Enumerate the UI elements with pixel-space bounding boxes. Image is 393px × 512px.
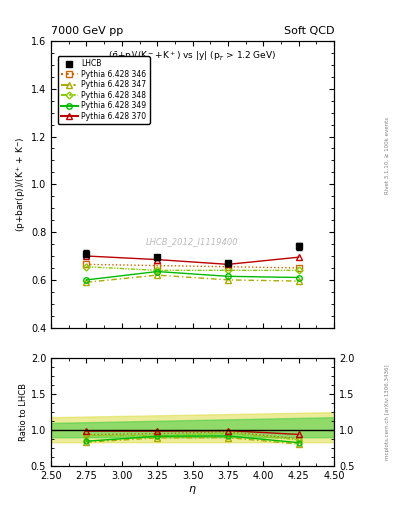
Text: mcplots.cern.ch [arXiv:1306.3436]: mcplots.cern.ch [arXiv:1306.3436] <box>385 365 389 460</box>
Legend: LHCB, Pythia 6.428 346, Pythia 6.428 347, Pythia 6.428 348, Pythia 6.428 349, Py: LHCB, Pythia 6.428 346, Pythia 6.428 347… <box>58 56 150 124</box>
Text: ($\bar{p}$+p)/(K$^-$+K$^+$) vs |y| (p$_{T}$ > 1.2 GeV): ($\bar{p}$+p)/(K$^-$+K$^+$) vs |y| (p$_{… <box>108 50 277 63</box>
Text: Soft QCD: Soft QCD <box>284 26 334 36</box>
Text: 7000 GeV pp: 7000 GeV pp <box>51 26 123 36</box>
Text: LHCB_2012_I1119400: LHCB_2012_I1119400 <box>146 237 239 246</box>
Y-axis label: Ratio to LHCB: Ratio to LHCB <box>19 383 28 441</box>
Y-axis label: (p+bar(p))/(K$^{+}$ + K$^{-}$): (p+bar(p))/(K$^{+}$ + K$^{-}$) <box>15 137 28 232</box>
Text: Rivet 3.1.10, ≥ 100k events: Rivet 3.1.10, ≥ 100k events <box>385 117 389 194</box>
X-axis label: $\eta$: $\eta$ <box>188 483 197 496</box>
